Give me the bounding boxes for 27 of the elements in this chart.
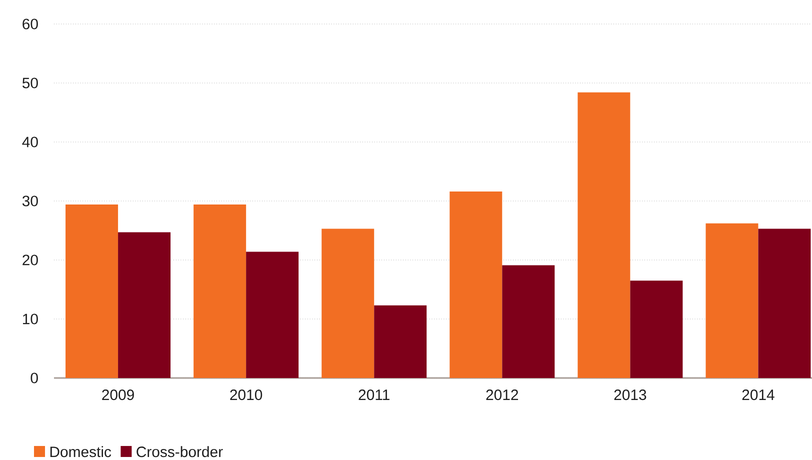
- bar: [450, 192, 502, 378]
- bar: [118, 232, 171, 378]
- y-tick-label: 40: [22, 136, 38, 148]
- x-tick-label: 2014: [742, 390, 774, 400]
- y-tick-label: 60: [22, 18, 38, 30]
- bar: [374, 305, 427, 378]
- y-tick-label: 10: [23, 314, 38, 324]
- bar: [194, 204, 246, 378]
- bar: [578, 92, 630, 378]
- bar: [706, 223, 758, 378]
- bar: [66, 204, 118, 378]
- bar: [630, 280, 683, 378]
- bar: [502, 265, 555, 378]
- legend-label: Cross-border: [136, 446, 223, 458]
- x-tick-label: 2013: [614, 390, 646, 400]
- y-tick-label: 30: [22, 196, 38, 206]
- y-tick-label: 20: [22, 254, 38, 266]
- bar: [758, 228, 811, 378]
- x-tick-label: 2010: [230, 390, 262, 400]
- y-tick-label: 50: [22, 78, 38, 88]
- y-tick-label: 0: [30, 372, 38, 384]
- legend-label: Domestic: [50, 446, 112, 458]
- bar: [322, 228, 374, 378]
- x-tick-label: 2011: [358, 390, 390, 400]
- x-tick-label: 2009: [102, 390, 134, 400]
- bar: [246, 252, 299, 378]
- x-tick-label: 2012: [486, 390, 518, 400]
